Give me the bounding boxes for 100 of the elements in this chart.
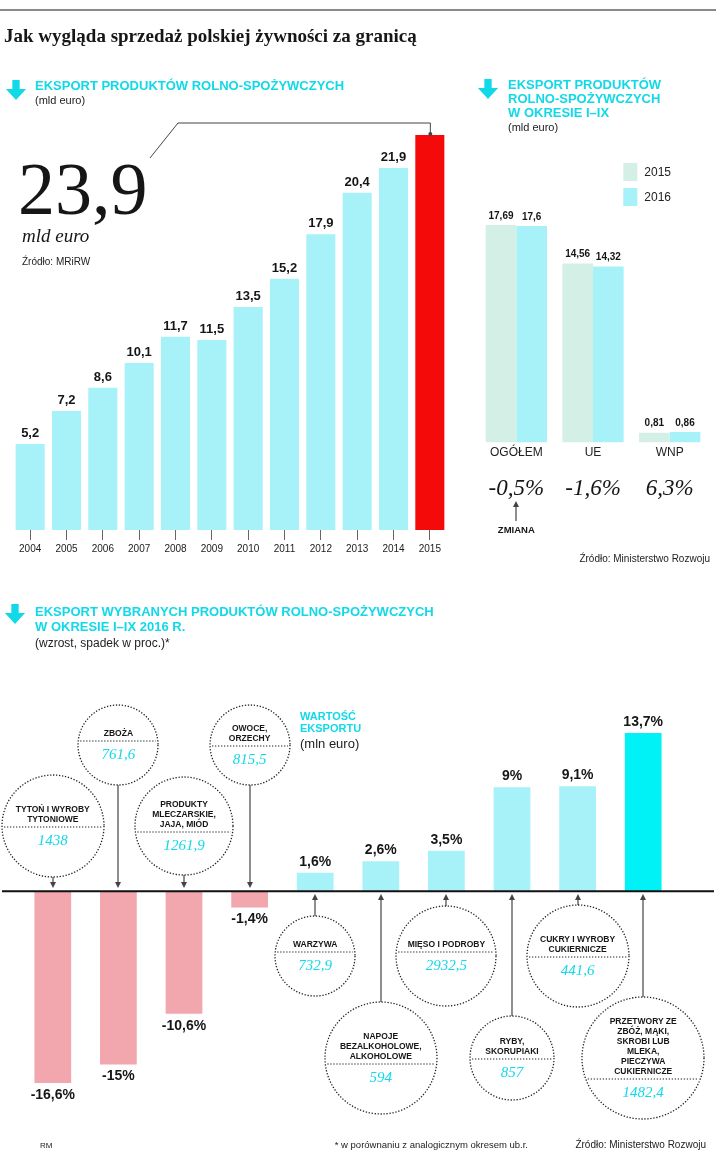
bar — [197, 339, 227, 530]
y-axis-title: (mld euro) — [35, 94, 86, 106]
annotation: 1261,9 — [163, 837, 206, 854]
bar — [51, 411, 82, 530]
annotation: 441,6 — [560, 962, 595, 979]
data-label: 2,6% — [364, 841, 398, 858]
x-tick-label: OGÓŁEM — [489, 444, 543, 460]
bar — [34, 891, 72, 1083]
data-label: -1,4% — [231, 910, 269, 927]
data-label: 17,69 — [488, 209, 514, 221]
annotation: 815,5 — [232, 751, 267, 768]
data-label: 7,2 — [57, 392, 76, 408]
chart-subtitle: (mld euro) — [508, 121, 559, 133]
text: ZMIANA — [497, 524, 535, 535]
x-tick-label: 2008 — [164, 542, 188, 554]
bar — [669, 432, 701, 443]
annotation: Źródło: MRiRW — [22, 255, 91, 267]
x-tick-label: CUKRY I WYROBY CUKIERNICZE — [540, 934, 616, 955]
text: Źródło: Ministerstwo Rozwoju — [575, 1138, 706, 1150]
bar — [639, 432, 670, 443]
x-tick-label: 2006 — [91, 542, 115, 554]
bar — [559, 786, 596, 892]
chart-subtitle: (wzrost, spadek w proc.)* — [35, 636, 171, 650]
bar — [124, 363, 154, 530]
bar — [233, 306, 263, 530]
data-label: 5,2 — [21, 425, 40, 441]
bar — [493, 787, 531, 892]
x-tick-label: WNP — [655, 445, 684, 460]
x-tick-label: 2012 — [309, 542, 333, 554]
x-tick-label: 2014 — [382, 542, 406, 554]
x-tick-label: OWOCE, ORZECHY — [228, 723, 271, 744]
data-label: 15,2 — [271, 259, 298, 275]
text: 6,3% — [645, 475, 694, 500]
x-tick-label: 2007 — [128, 542, 151, 554]
data-label: 10,1 — [126, 344, 152, 360]
text: RM — [40, 1141, 53, 1150]
x-tick-label: NAPOJE BEZALKOHOLOWE, ALKOHOLOWE — [339, 1031, 422, 1062]
bar — [485, 225, 517, 443]
chart-title: Jak wygląda sprzedaż polskiej żywności za granicą — [4, 25, 418, 46]
text: * w porównaniu z analogicznym okresem ub.r. — [334, 1139, 528, 1150]
x-tick-label: MIĘSO I PODROBY — [407, 939, 486, 950]
bar — [88, 387, 118, 530]
x-tick-label: 2009 — [200, 542, 224, 554]
text: -0,5% — [488, 475, 545, 500]
bar — [516, 226, 547, 443]
annotation: 2932,5 — [425, 957, 468, 974]
data-label: 9,1% — [561, 765, 595, 782]
x-tick-label: WARZYWA — [293, 939, 338, 950]
text: 1482,4 — [622, 1084, 665, 1101]
data-label: 0,81 — [644, 417, 665, 429]
annotation: 857 — [500, 1064, 525, 1081]
bar — [269, 278, 300, 530]
text: -1,6% — [565, 475, 621, 500]
data-label: 3,5% — [430, 830, 463, 847]
bar — [362, 861, 400, 892]
x-tick-label: 2004 — [19, 542, 42, 554]
data-label: 17,9 — [308, 215, 334, 231]
data-label: 21,9 — [380, 149, 407, 165]
data-label: 20,4 — [344, 173, 371, 189]
data-label: 11,7 — [163, 317, 188, 333]
x-tick-label: 2013 — [346, 542, 369, 554]
legend-label: 2015 — [644, 165, 672, 180]
x-tick-label: 2015 — [418, 542, 442, 554]
chart-subtitle: EKSPORT PRODUKTÓW ROLNO-SPOŻYWCZYCH — [35, 78, 345, 93]
bar — [296, 872, 334, 892]
bar — [306, 234, 336, 530]
data-label: 17,6 — [521, 210, 542, 222]
annotation: WARTOŚĆ EKSPORTU — [300, 710, 362, 734]
annotation: 732,9 — [298, 957, 333, 974]
x-tick-label: TYTOŃ I WYROBY TYTONIOWE — [15, 804, 91, 825]
data-label: -15% — [102, 1067, 136, 1084]
bar — [231, 891, 268, 908]
bar — [428, 850, 465, 892]
x-tick-label: RYBY, SKORUPIAKI — [485, 1036, 539, 1057]
annotation: (mln euro) — [300, 736, 360, 751]
x-tick-label: 2005 — [55, 542, 79, 554]
data-label: 9% — [501, 767, 523, 784]
data-label: 14,56 — [565, 248, 591, 260]
bar — [415, 135, 445, 530]
data-label: 13,7% — [623, 712, 664, 729]
data-label: 14,32 — [595, 251, 622, 263]
annotation: 594 — [369, 1069, 393, 1086]
annotation: 1438 — [37, 832, 69, 849]
annotation: 761,6 — [101, 746, 136, 763]
data-label: -16,6% — [30, 1085, 76, 1102]
text: Źródło: Ministerstwo Rozwoju — [579, 552, 710, 564]
data-label: 8,6 — [93, 368, 112, 384]
bar — [624, 733, 662, 892]
x-tick-label: 2010 — [237, 542, 260, 554]
bar — [100, 891, 137, 1065]
x-tick-label: ZBOŻA — [103, 728, 134, 739]
data-label: -10,6% — [161, 1016, 207, 1033]
data-label: 0,86 — [675, 416, 696, 428]
chart-title: EKSPORT PRODUKTÓW ROLNO-SPOŻYWCZYCH W OKRESIE I–IX — [508, 77, 662, 120]
bar — [593, 266, 624, 443]
bar — [378, 168, 409, 530]
chart-title: EKSPORT WYBRANYCH PRODUKTÓW ROLNO-SPOŻYWCZYCH W OKRESIE I–IX 2016 R. — [35, 604, 434, 634]
bar — [342, 192, 372, 530]
legend-label: 2016 — [644, 190, 672, 205]
x-tick-label: 2011 — [273, 542, 296, 554]
